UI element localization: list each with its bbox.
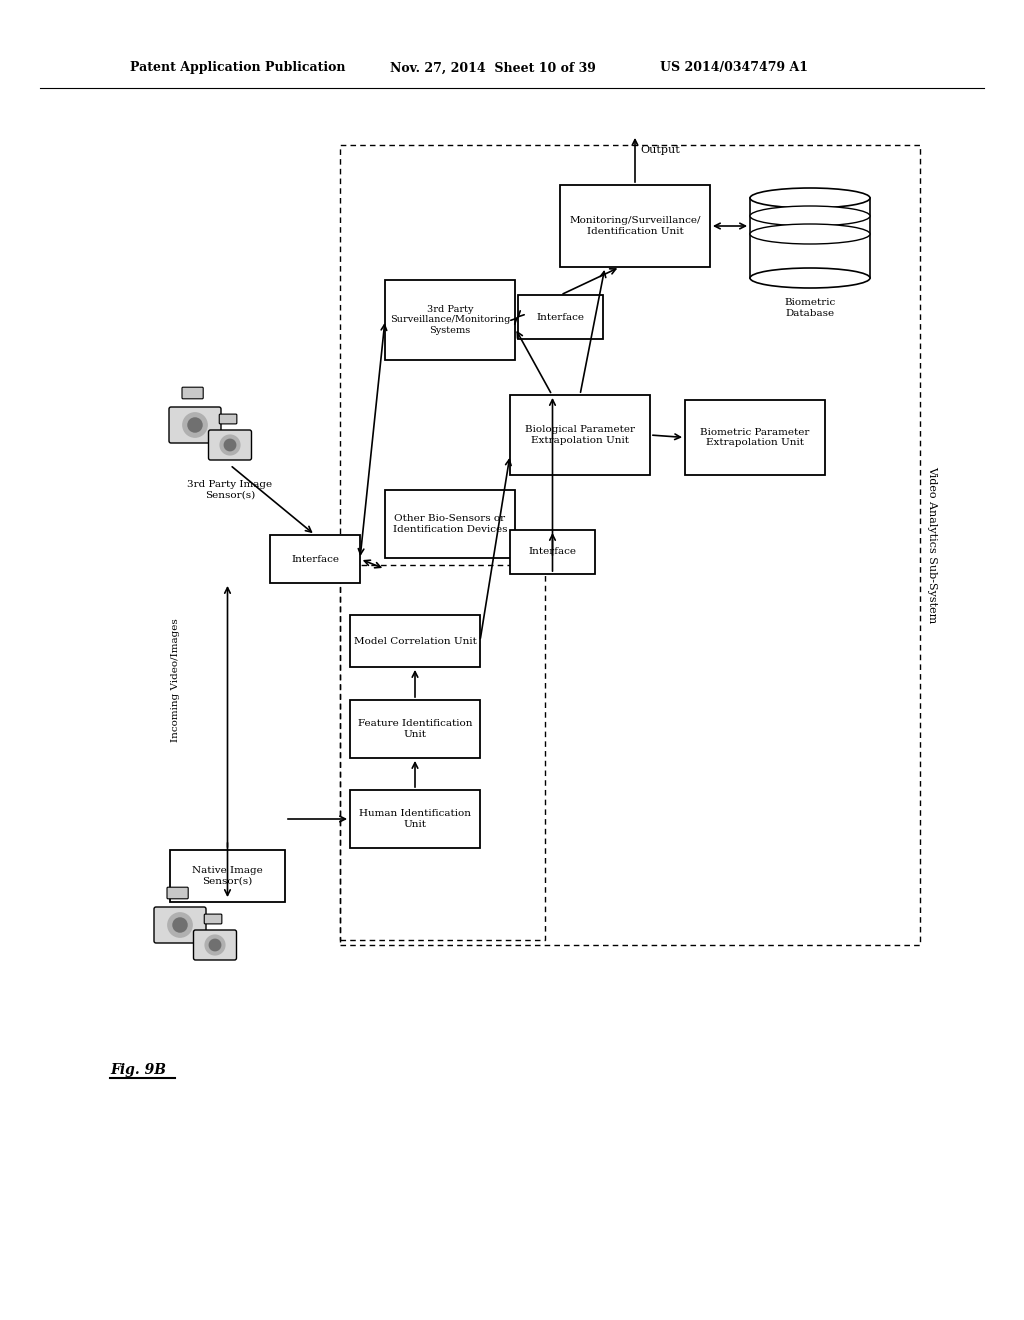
Ellipse shape: [750, 206, 870, 226]
Circle shape: [183, 413, 207, 437]
Ellipse shape: [750, 187, 870, 209]
FancyBboxPatch shape: [154, 907, 206, 942]
FancyBboxPatch shape: [219, 414, 237, 424]
Text: Human Identification
Unit: Human Identification Unit: [359, 809, 471, 829]
Bar: [170, 850, 285, 902]
Circle shape: [188, 418, 202, 432]
Bar: [685, 400, 825, 475]
FancyBboxPatch shape: [182, 387, 203, 399]
Text: Feature Identification
Unit: Feature Identification Unit: [357, 719, 472, 739]
Text: Biometric Parameter
Extrapolation Unit: Biometric Parameter Extrapolation Unit: [700, 428, 810, 447]
Text: Biometric
Database: Biometric Database: [784, 298, 836, 318]
Text: Interface: Interface: [528, 548, 577, 557]
Text: Interface: Interface: [291, 554, 339, 564]
Bar: [560, 185, 710, 267]
Bar: [350, 789, 480, 847]
Text: Biological Parameter
Extrapolation Unit: Biological Parameter Extrapolation Unit: [525, 425, 635, 445]
Bar: [510, 531, 595, 574]
Ellipse shape: [750, 224, 870, 244]
Circle shape: [205, 935, 225, 954]
Bar: [350, 700, 480, 758]
Circle shape: [220, 436, 240, 455]
Text: Nov. 27, 2014  Sheet 10 of 39: Nov. 27, 2014 Sheet 10 of 39: [390, 62, 596, 74]
Bar: [270, 535, 360, 583]
Bar: [518, 294, 603, 339]
Circle shape: [209, 940, 221, 950]
Text: Patent Application Publication: Patent Application Publication: [130, 62, 345, 74]
Bar: [385, 280, 515, 360]
Text: US 2014/0347479 A1: US 2014/0347479 A1: [660, 62, 808, 74]
Bar: [340, 145, 920, 945]
Text: Video Analytics Sub-System: Video Analytics Sub-System: [927, 466, 937, 623]
FancyBboxPatch shape: [204, 913, 222, 924]
Text: Fig. 9B: Fig. 9B: [110, 1063, 166, 1077]
Bar: [350, 615, 480, 667]
Text: 3rd Party Image
Sensor(s): 3rd Party Image Sensor(s): [187, 480, 272, 500]
FancyBboxPatch shape: [209, 430, 252, 459]
Text: Output: Output: [640, 145, 680, 154]
Text: 3rd Party
Surveillance/Monitoring
Systems: 3rd Party Surveillance/Monitoring System…: [390, 305, 510, 335]
Bar: [340, 565, 545, 940]
Circle shape: [224, 440, 236, 450]
Circle shape: [168, 913, 193, 937]
Text: Incoming Video/Images: Incoming Video/Images: [171, 618, 179, 742]
Bar: [750, 198, 870, 279]
Text: Native Image
Sensor(s): Native Image Sensor(s): [193, 866, 263, 886]
Text: Other Bio-Sensors or
Identification Devices: Other Bio-Sensors or Identification Devi…: [393, 515, 507, 533]
Text: Model Correlation Unit: Model Correlation Unit: [353, 636, 476, 645]
Text: Monitoring/Surveillance/
Identification Unit: Monitoring/Surveillance/ Identification …: [569, 216, 700, 236]
Text: Interface: Interface: [537, 313, 585, 322]
FancyBboxPatch shape: [169, 407, 221, 444]
FancyBboxPatch shape: [167, 887, 188, 899]
Bar: [510, 395, 650, 475]
FancyBboxPatch shape: [194, 931, 237, 960]
Bar: [385, 490, 515, 558]
Ellipse shape: [750, 268, 870, 288]
Circle shape: [173, 917, 187, 932]
